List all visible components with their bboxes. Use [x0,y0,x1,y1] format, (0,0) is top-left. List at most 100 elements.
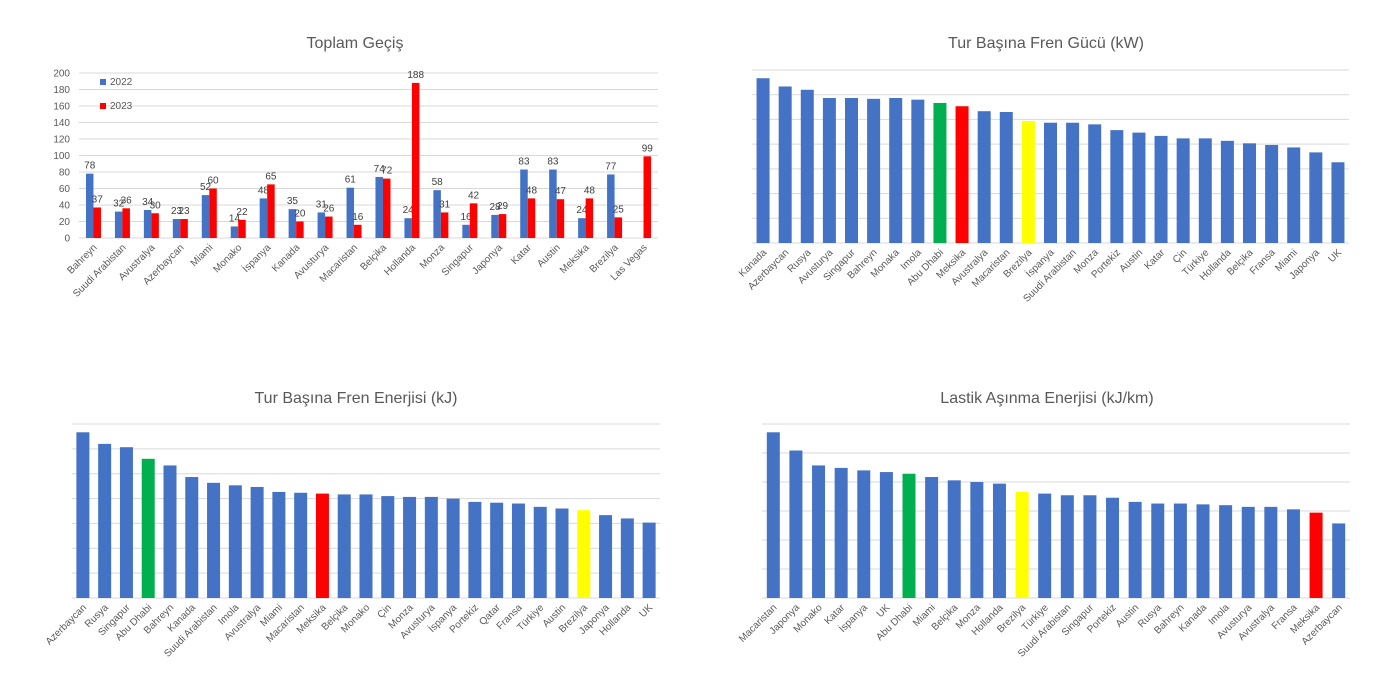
bar-2023 [527,198,536,238]
data-label: 30 [150,200,162,211]
bar-2022 [288,209,297,238]
bar-2022 [172,219,181,238]
x-tick-label: Austin [535,242,562,269]
bar [1243,143,1256,243]
x-tick-label: UK [875,602,893,620]
bar [1083,495,1097,598]
bar [812,465,826,598]
bar [468,501,482,598]
bar-2022 [375,176,383,238]
x-tick-label: Azerbaycan [44,602,89,647]
bar [315,493,329,598]
bar-2023 [354,224,362,238]
data-label: 29 [497,201,509,212]
bar [228,485,242,598]
chart-title: Tur Başına Fren Enerjisi (kJ) [254,390,457,407]
data-label: 77 [605,161,617,172]
data-label: 31 [439,199,451,210]
bar [141,458,155,598]
y-tick-label: 140 [53,118,70,129]
data-label: 23 [179,206,191,217]
bar [879,472,893,598]
bar-2022 [85,173,94,238]
x-tick-label: Katar [1142,247,1167,272]
y-tick-label: 120 [53,135,70,146]
bar [867,98,881,243]
bar [1241,506,1255,598]
data-label: 47 [555,186,567,197]
bar-2023 [296,221,304,238]
data-label: 31 [316,199,328,210]
bar [766,432,780,598]
bar [999,112,1013,243]
bar [834,467,848,598]
y-tick-label: 80 [59,168,71,179]
data-label: 83 [547,157,559,168]
legend-label: 2022 [110,77,133,88]
y-tick-label: 200 [53,69,70,80]
bar-2023 [93,207,101,238]
bar [1219,505,1233,598]
bar [778,86,792,243]
chart-fren-gucu: Tur Başına Fren Gücü (kW) KanadaAzerbayc… [737,35,1349,305]
x-tick-label: Monako [211,242,244,275]
bar [1106,497,1120,598]
bar [577,510,591,598]
bar-2023 [267,184,275,238]
bar [1198,138,1212,243]
bar-2023 [238,219,246,238]
bar [933,102,947,243]
bar [1196,504,1210,598]
bar [1309,152,1323,243]
bar [250,486,264,598]
bar [756,78,770,243]
data-label: 35 [287,196,299,207]
bar [1088,124,1102,243]
data-label: 188 [407,70,424,81]
bar [1066,122,1080,243]
chart-fren-enerjisi: Tur Başına Fren Enerjisi (kJ) Azerbaycan… [44,390,660,660]
bar [911,99,925,244]
bar-2023 [585,198,594,238]
chart-title: Lastik Aşınma Enerjisi (kJ/km) [940,390,1153,407]
data-label: 52 [200,182,212,193]
bar [1287,147,1301,243]
data-label: 24 [576,205,588,216]
bar-2022 [317,212,326,238]
x-tick-label: Çin [1171,247,1189,265]
bar-2023 [122,208,130,238]
x-tick-label: Katar [509,242,534,267]
y-tick-label: 180 [53,85,70,96]
bar-2023 [440,212,449,238]
data-label: 78 [84,161,96,172]
bar-2023 [151,213,159,238]
data-label: 36 [121,195,133,206]
bar [403,496,417,598]
bar [98,443,112,598]
y-tick-label: 40 [59,201,71,212]
bar-2022 [143,209,152,238]
x-tick-label: UK [1326,247,1344,265]
data-label: 48 [258,185,270,196]
bar-2023 [614,217,623,238]
data-label: 48 [526,185,538,196]
bar [511,503,525,598]
bar [359,494,373,598]
bar [555,508,569,598]
x-tick-label: Belçika [930,602,961,633]
data-label: 32 [113,199,125,210]
data-label: 26 [323,204,335,215]
y-tick-label: 20 [59,217,71,228]
bar [1286,509,1300,598]
bar [446,498,460,598]
bar [599,515,613,598]
y-tick-label: 100 [53,151,70,162]
data-label: 42 [468,190,480,201]
bar [1265,144,1279,243]
bar-2022 [259,198,268,238]
bar-2023 [411,82,420,239]
chart-title: Toplam Geçiş [307,35,404,52]
bar-2022 [607,174,615,238]
bar [977,111,991,243]
bar [1128,501,1142,598]
